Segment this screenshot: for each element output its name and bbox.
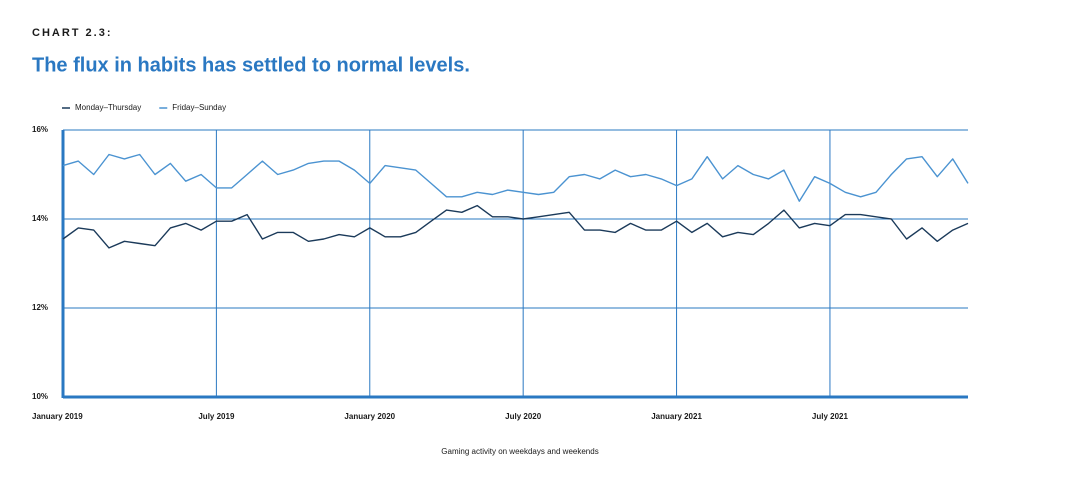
y-tick-label: 12% [32, 303, 48, 312]
x-tick-label: July 2019 [198, 412, 235, 421]
series-line [62, 153, 969, 202]
x-tick-label: January 2020 [344, 412, 395, 421]
legend-label: Friday–Sunday [172, 103, 226, 112]
series-line [62, 204, 969, 249]
y-tick-label: 10% [32, 392, 48, 401]
x-axis-title: Gaming activity on weekdays and weekends [441, 447, 598, 456]
x-tick-label: July 2021 [812, 412, 849, 421]
kicker: CHART 2.3: [32, 27, 113, 39]
x-tick-label: January 2021 [651, 412, 702, 421]
y-tick-label: 14% [32, 214, 48, 223]
y-tick-label: 16% [32, 125, 48, 134]
chart-title: The flux in habits has settled to normal… [32, 54, 470, 76]
x-tick-label: July 2020 [505, 412, 542, 421]
legend-label: Monday–Thursday [75, 103, 141, 112]
x-tick-label: January 2019 [32, 412, 83, 421]
